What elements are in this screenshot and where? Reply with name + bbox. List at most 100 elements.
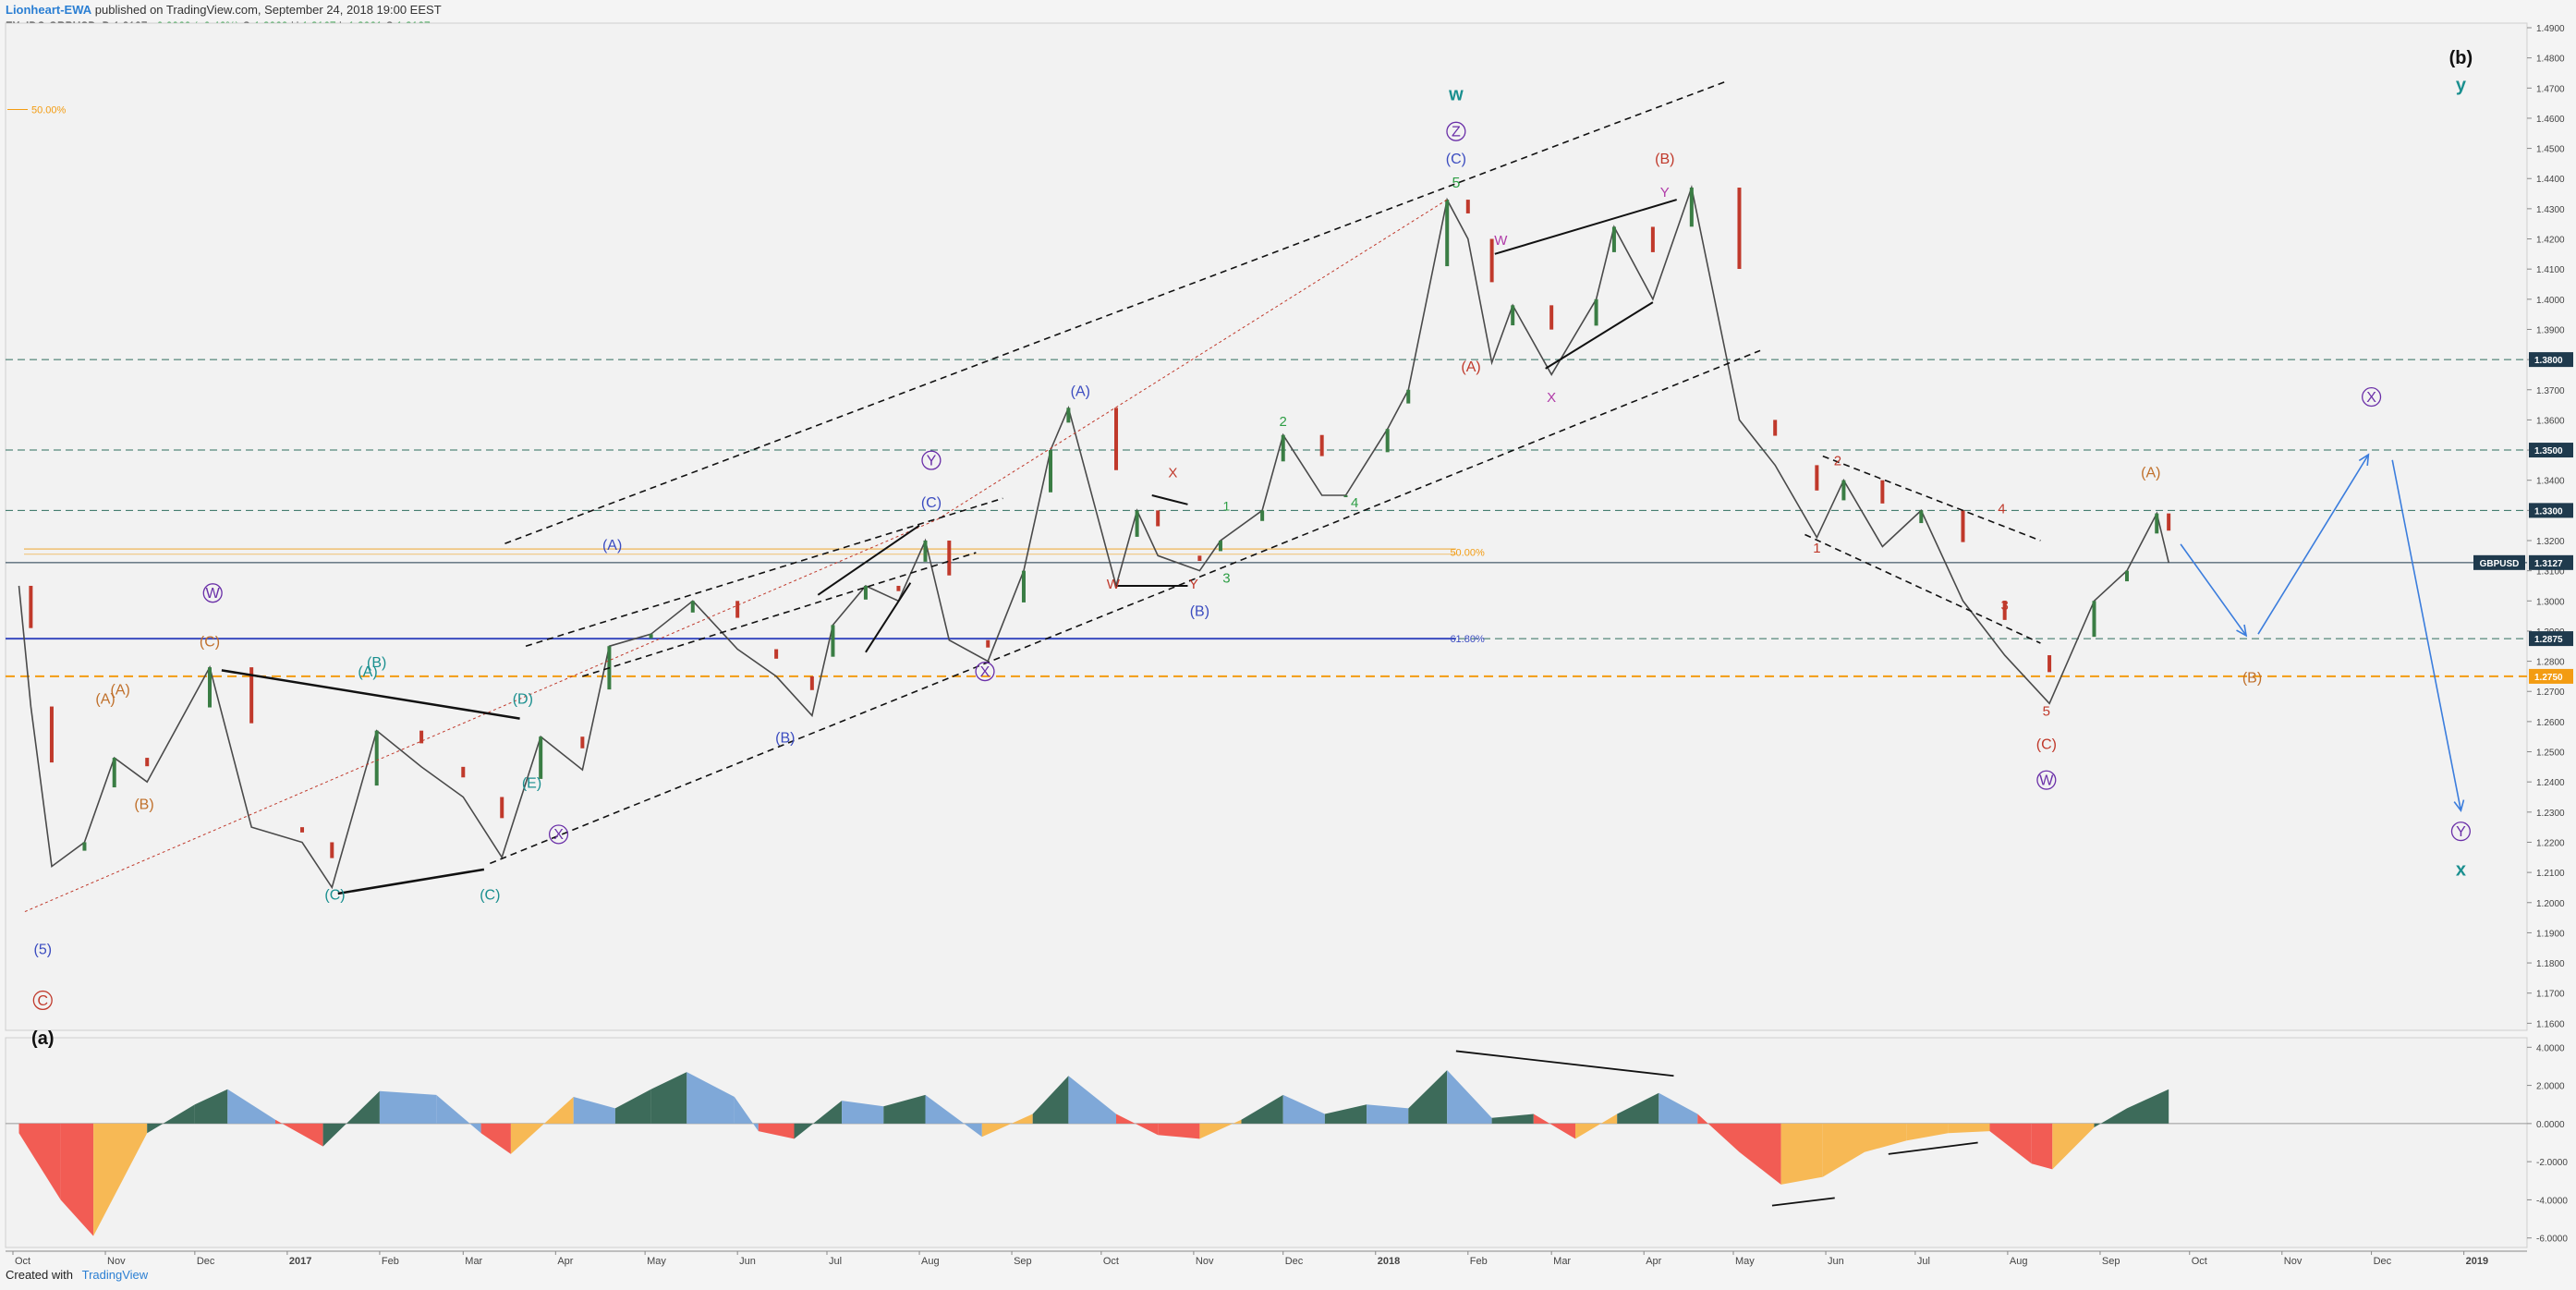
x-tick-label: Oct	[1103, 1256, 1119, 1267]
y-tick-label: 1.2000	[2536, 899, 2565, 909]
wave-label: (B)	[367, 655, 386, 671]
candle-body	[207, 667, 212, 708]
candle-body	[690, 601, 695, 613]
price-tag-label: 1.2875	[2534, 635, 2563, 645]
candle-body	[1197, 555, 1202, 562]
oscillator-area	[480, 1123, 511, 1154]
oscillator-area	[1948, 1123, 1990, 1134]
inner-channel-line-2	[582, 552, 977, 677]
candle-body	[2124, 570, 2129, 582]
candle-body	[1281, 434, 1285, 462]
candle-body	[735, 601, 740, 618]
oscillator-area	[275, 1119, 323, 1147]
y-tick-label: 1.3000	[2536, 597, 2565, 607]
osc-y-tick-label: 2.0000	[2536, 1082, 2565, 1092]
author-link[interactable]: Lionheart-EWA	[6, 3, 92, 17]
oscillator-area	[758, 1123, 795, 1139]
wave-label: w	[1448, 84, 1464, 104]
wave-label: (C)	[1446, 152, 1466, 167]
wedge-line	[817, 524, 920, 596]
candle-body	[461, 766, 466, 778]
candle-body	[330, 842, 334, 858]
wave-label: (A)	[1071, 383, 1090, 399]
candle-body	[1385, 429, 1390, 453]
wave-label: 2	[1280, 414, 1287, 430]
wave-label: W	[1107, 577, 1121, 592]
divergence-line	[1888, 1141, 1978, 1155]
wave-circle	[1446, 121, 1466, 141]
oscillator-area	[227, 1089, 275, 1124]
wave-label: W	[2039, 773, 2054, 788]
oscillator-pane	[5, 1037, 2528, 1248]
x-tick-label: 2018	[1378, 1256, 1400, 1267]
y-tick-label: 1.1700	[2536, 990, 2565, 1000]
wave-label: (A)	[602, 538, 622, 554]
oscillator-area	[1906, 1123, 1949, 1141]
oscillator-area	[1575, 1114, 1618, 1139]
oscillator-area	[1158, 1123, 1200, 1139]
oscillator-area	[1533, 1114, 1575, 1139]
x-tick-label: Dec	[2374, 1256, 2392, 1267]
wave-label: 3	[1222, 571, 1230, 587]
wave-label: 1	[1813, 541, 1820, 556]
x-tick-label: 2019	[2466, 1256, 2488, 1267]
candle-body	[539, 736, 543, 779]
inner-channel-line	[525, 497, 1003, 648]
candle-body	[1319, 434, 1324, 456]
wave-label: Y	[1189, 577, 1198, 592]
wedge-line-3	[1494, 199, 1677, 255]
candle-body	[1961, 510, 1965, 542]
x-tick-label: Dec	[1285, 1256, 1304, 1267]
osc-y-tick-label: -4.0000	[2536, 1196, 2568, 1206]
x-tick-label: Jun	[739, 1256, 756, 1267]
price-tag-label: 1.3127	[2534, 559, 2563, 569]
tradingview-logo[interactable]: TradingView	[81, 1268, 149, 1282]
y-tick-label: 1.4600	[2536, 115, 2565, 125]
oscillator-area	[650, 1072, 687, 1124]
candle-body	[1594, 298, 1598, 326]
wave-label: X	[2366, 390, 2376, 406]
y-tick-label: 1.2300	[2536, 809, 2565, 819]
oscillator-area	[883, 1094, 926, 1124]
oscillator-area	[18, 1123, 61, 1200]
oscillator-area	[1822, 1123, 1865, 1177]
wave-circle	[975, 662, 995, 682]
y-tick-label: 1.1900	[2536, 929, 2565, 939]
candle-body	[1689, 188, 1694, 227]
y-tick-label: 1.3400	[2536, 477, 2565, 487]
y-tick-label: 1.3100	[2536, 567, 2565, 578]
candle-body	[1049, 450, 1053, 493]
x-tick-label: Nov	[2284, 1256, 2303, 1267]
y-tick-label: 1.2500	[2536, 748, 2565, 759]
x-tick-label: Jul	[1917, 1256, 1930, 1267]
x-tick-label: 2017	[289, 1256, 311, 1267]
candle-body	[1511, 305, 1515, 326]
oscillator-area	[794, 1101, 843, 1139]
wave-label: (B)	[775, 731, 795, 747]
candle-body	[1445, 200, 1450, 267]
x-tick-label: Jul	[829, 1256, 842, 1267]
oscillator-area	[147, 1104, 195, 1134]
candle-body	[82, 842, 87, 851]
wave-label: 3	[2000, 598, 2008, 614]
divergence-line	[1771, 1197, 1835, 1207]
y-tick-label: 1.2100	[2536, 869, 2565, 879]
x-tick-label: Nov	[1196, 1256, 1214, 1267]
x-tick-label: Oct	[15, 1256, 30, 1267]
projection-arrow-2-head	[2358, 453, 2370, 466]
oscillator-area	[379, 1090, 437, 1124]
channel-upper-line	[504, 81, 1725, 545]
candle-body	[1489, 238, 1494, 283]
downchannel-lower-line	[1804, 533, 2041, 644]
oscillator-area	[1282, 1094, 1325, 1124]
oscillator-area	[1739, 1123, 1781, 1185]
wave-label: (C)	[480, 888, 500, 904]
projection-arrow-3-head	[2453, 799, 2465, 812]
candle-body	[2092, 601, 2096, 638]
wave-label: Z	[1452, 125, 1461, 140]
wave-label: X	[1168, 465, 1177, 481]
price-tag	[2529, 631, 2573, 647]
x-tick-label: Oct	[2192, 1256, 2207, 1267]
candle-body	[300, 827, 305, 833]
